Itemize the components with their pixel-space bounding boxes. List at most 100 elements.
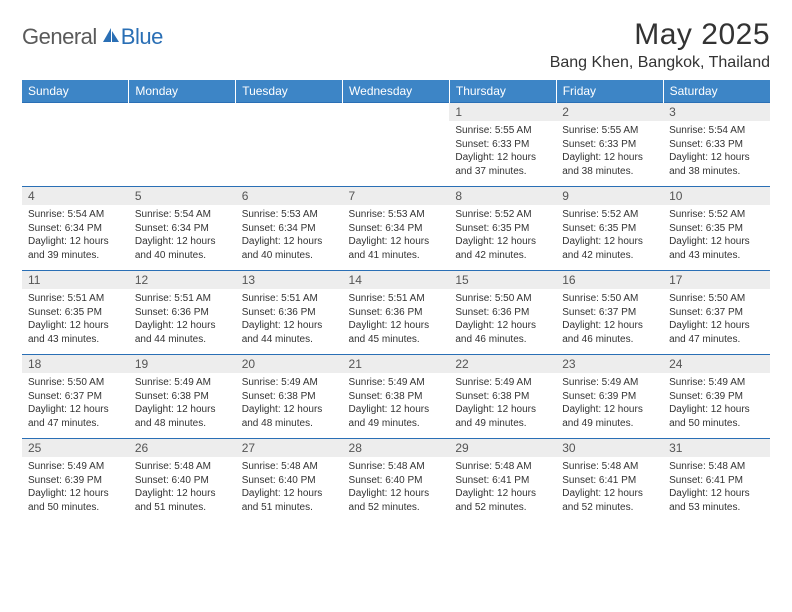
weekday-header: Sunday: [22, 80, 129, 103]
calendar-day-cell: 13Sunrise: 5:51 AMSunset: 6:36 PMDayligh…: [236, 271, 343, 355]
day-details: Sunrise: 5:50 AMSunset: 6:37 PMDaylight:…: [556, 289, 663, 354]
calendar-day-cell: 10Sunrise: 5:52 AMSunset: 6:35 PMDayligh…: [663, 187, 770, 271]
weekday-header: Wednesday: [343, 80, 450, 103]
day-details: Sunrise: 5:55 AMSunset: 6:33 PMDaylight:…: [449, 121, 556, 186]
day-details: Sunrise: 5:50 AMSunset: 6:36 PMDaylight:…: [449, 289, 556, 354]
calendar-week-row: 25Sunrise: 5:49 AMSunset: 6:39 PMDayligh…: [22, 439, 770, 523]
calendar-day-cell: 1Sunrise: 5:55 AMSunset: 6:33 PMDaylight…: [449, 103, 556, 187]
calendar-day-cell: [343, 103, 450, 187]
day-number: 23: [556, 355, 663, 373]
day-details: Sunrise: 5:51 AMSunset: 6:36 PMDaylight:…: [236, 289, 343, 354]
day-number: 27: [236, 439, 343, 457]
calendar-day-cell: 2Sunrise: 5:55 AMSunset: 6:33 PMDaylight…: [556, 103, 663, 187]
calendar-day-cell: 29Sunrise: 5:48 AMSunset: 6:41 PMDayligh…: [449, 439, 556, 523]
calendar-week-row: 11Sunrise: 5:51 AMSunset: 6:35 PMDayligh…: [22, 271, 770, 355]
calendar-day-cell: 4Sunrise: 5:54 AMSunset: 6:34 PMDaylight…: [22, 187, 129, 271]
day-details: Sunrise: 5:50 AMSunset: 6:37 PMDaylight:…: [663, 289, 770, 354]
calendar-day-cell: 17Sunrise: 5:50 AMSunset: 6:37 PMDayligh…: [663, 271, 770, 355]
day-number: 5: [129, 187, 236, 205]
day-number: 28: [343, 439, 450, 457]
title-block: May 2025 Bang Khen, Bangkok, Thailand: [550, 18, 770, 72]
day-number-empty: [129, 103, 236, 121]
logo: General Blue: [22, 18, 163, 50]
calendar-day-cell: 26Sunrise: 5:48 AMSunset: 6:40 PMDayligh…: [129, 439, 236, 523]
day-details: Sunrise: 5:53 AMSunset: 6:34 PMDaylight:…: [236, 205, 343, 270]
day-number: 4: [22, 187, 129, 205]
calendar-day-cell: 16Sunrise: 5:50 AMSunset: 6:37 PMDayligh…: [556, 271, 663, 355]
weekday-header: Friday: [556, 80, 663, 103]
location-label: Bang Khen, Bangkok, Thailand: [550, 54, 770, 72]
day-number: 18: [22, 355, 129, 373]
calendar-day-cell: 24Sunrise: 5:49 AMSunset: 6:39 PMDayligh…: [663, 355, 770, 439]
calendar-day-cell: 27Sunrise: 5:48 AMSunset: 6:40 PMDayligh…: [236, 439, 343, 523]
calendar-day-cell: 22Sunrise: 5:49 AMSunset: 6:38 PMDayligh…: [449, 355, 556, 439]
calendar-day-cell: 15Sunrise: 5:50 AMSunset: 6:36 PMDayligh…: [449, 271, 556, 355]
day-number-empty: [343, 103, 450, 121]
day-number: 11: [22, 271, 129, 289]
day-number: 15: [449, 271, 556, 289]
day-details: Sunrise: 5:54 AMSunset: 6:34 PMDaylight:…: [22, 205, 129, 270]
day-details: Sunrise: 5:54 AMSunset: 6:34 PMDaylight:…: [129, 205, 236, 270]
day-number: 19: [129, 355, 236, 373]
day-number: 29: [449, 439, 556, 457]
calendar-table: Sunday Monday Tuesday Wednesday Thursday…: [22, 80, 770, 522]
calendar-day-cell: [22, 103, 129, 187]
day-number: 20: [236, 355, 343, 373]
calendar-week-row: 1Sunrise: 5:55 AMSunset: 6:33 PMDaylight…: [22, 103, 770, 187]
day-details: Sunrise: 5:49 AMSunset: 6:39 PMDaylight:…: [663, 373, 770, 438]
day-details: Sunrise: 5:53 AMSunset: 6:34 PMDaylight:…: [343, 205, 450, 270]
calendar-day-cell: [129, 103, 236, 187]
calendar-day-cell: 6Sunrise: 5:53 AMSunset: 6:34 PMDaylight…: [236, 187, 343, 271]
day-details: Sunrise: 5:49 AMSunset: 6:38 PMDaylight:…: [129, 373, 236, 438]
calendar-week-row: 4Sunrise: 5:54 AMSunset: 6:34 PMDaylight…: [22, 187, 770, 271]
weekday-header: Saturday: [663, 80, 770, 103]
logo-sail-icon: [101, 26, 121, 49]
day-number-empty: [22, 103, 129, 121]
calendar-day-cell: 28Sunrise: 5:48 AMSunset: 6:40 PMDayligh…: [343, 439, 450, 523]
calendar-day-cell: 30Sunrise: 5:48 AMSunset: 6:41 PMDayligh…: [556, 439, 663, 523]
day-details: Sunrise: 5:49 AMSunset: 6:38 PMDaylight:…: [236, 373, 343, 438]
day-number: 8: [449, 187, 556, 205]
calendar-day-cell: 9Sunrise: 5:52 AMSunset: 6:35 PMDaylight…: [556, 187, 663, 271]
day-details: Sunrise: 5:51 AMSunset: 6:36 PMDaylight:…: [343, 289, 450, 354]
calendar-day-cell: 5Sunrise: 5:54 AMSunset: 6:34 PMDaylight…: [129, 187, 236, 271]
calendar-day-cell: 18Sunrise: 5:50 AMSunset: 6:37 PMDayligh…: [22, 355, 129, 439]
calendar-day-cell: 31Sunrise: 5:48 AMSunset: 6:41 PMDayligh…: [663, 439, 770, 523]
logo-text-general: General: [22, 24, 97, 50]
calendar-week-row: 18Sunrise: 5:50 AMSunset: 6:37 PMDayligh…: [22, 355, 770, 439]
day-number: 10: [663, 187, 770, 205]
calendar-day-cell: 25Sunrise: 5:49 AMSunset: 6:39 PMDayligh…: [22, 439, 129, 523]
day-number: 26: [129, 439, 236, 457]
day-details: Sunrise: 5:55 AMSunset: 6:33 PMDaylight:…: [556, 121, 663, 186]
day-number-empty: [236, 103, 343, 121]
day-details: Sunrise: 5:52 AMSunset: 6:35 PMDaylight:…: [556, 205, 663, 270]
day-details: Sunrise: 5:51 AMSunset: 6:35 PMDaylight:…: [22, 289, 129, 354]
day-details: Sunrise: 5:48 AMSunset: 6:41 PMDaylight:…: [449, 457, 556, 522]
calendar-day-cell: 11Sunrise: 5:51 AMSunset: 6:35 PMDayligh…: [22, 271, 129, 355]
day-details: Sunrise: 5:49 AMSunset: 6:39 PMDaylight:…: [556, 373, 663, 438]
day-number: 2: [556, 103, 663, 121]
day-number: 31: [663, 439, 770, 457]
day-details: Sunrise: 5:48 AMSunset: 6:40 PMDaylight:…: [129, 457, 236, 522]
day-details: Sunrise: 5:48 AMSunset: 6:40 PMDaylight:…: [343, 457, 450, 522]
calendar-day-cell: 12Sunrise: 5:51 AMSunset: 6:36 PMDayligh…: [129, 271, 236, 355]
day-number: 1: [449, 103, 556, 121]
calendar-day-cell: 3Sunrise: 5:54 AMSunset: 6:33 PMDaylight…: [663, 103, 770, 187]
weekday-header: Thursday: [449, 80, 556, 103]
calendar-day-cell: 20Sunrise: 5:49 AMSunset: 6:38 PMDayligh…: [236, 355, 343, 439]
calendar-day-cell: [236, 103, 343, 187]
day-number: 25: [22, 439, 129, 457]
header: General Blue May 2025 Bang Khen, Bangkok…: [22, 18, 770, 72]
day-details: Sunrise: 5:48 AMSunset: 6:40 PMDaylight:…: [236, 457, 343, 522]
day-number: 12: [129, 271, 236, 289]
day-number: 3: [663, 103, 770, 121]
day-details: Sunrise: 5:48 AMSunset: 6:41 PMDaylight:…: [556, 457, 663, 522]
day-details: Sunrise: 5:51 AMSunset: 6:36 PMDaylight:…: [129, 289, 236, 354]
day-details: Sunrise: 5:54 AMSunset: 6:33 PMDaylight:…: [663, 121, 770, 186]
calendar-day-cell: 21Sunrise: 5:49 AMSunset: 6:38 PMDayligh…: [343, 355, 450, 439]
day-number: 22: [449, 355, 556, 373]
calendar-day-cell: 19Sunrise: 5:49 AMSunset: 6:38 PMDayligh…: [129, 355, 236, 439]
day-details: Sunrise: 5:48 AMSunset: 6:41 PMDaylight:…: [663, 457, 770, 522]
weekday-header: Tuesday: [236, 80, 343, 103]
day-details: Sunrise: 5:50 AMSunset: 6:37 PMDaylight:…: [22, 373, 129, 438]
